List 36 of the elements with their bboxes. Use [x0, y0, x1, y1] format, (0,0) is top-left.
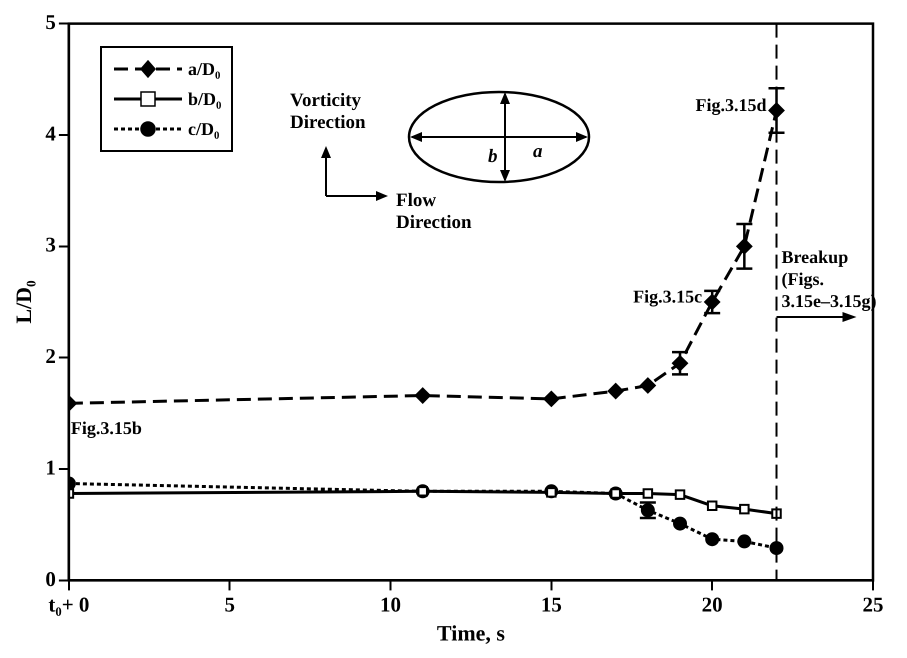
legend-label: c/D₀ [188, 118, 220, 141]
annotation: Flow Direction [396, 190, 473, 234]
x-tick-label: 15 [540, 592, 562, 616]
legend-label: b/D₀ [188, 88, 222, 111]
point [674, 489, 686, 500]
point [739, 504, 750, 514]
point [414, 388, 431, 404]
x-tick-label: 10 [380, 592, 402, 616]
y-tick-label: 5 [45, 10, 56, 34]
point [705, 532, 720, 546]
point [673, 516, 688, 531]
point [640, 378, 656, 394]
x-tick-label: 25 [862, 592, 884, 616]
point [608, 383, 624, 400]
x-axis-title: Time, s [436, 620, 506, 646]
annotation: Vorticity Direction [290, 90, 367, 134]
annotation: Fig.3.15c [633, 286, 702, 307]
y-tick-label: 1 [45, 455, 56, 480]
legend-label: a/D₀ [188, 58, 220, 81]
point [642, 488, 654, 499]
x-tick-label: t₀+ 0 [48, 592, 90, 616]
x-tick-label: 20 [702, 592, 723, 616]
point [737, 534, 752, 548]
annotation: Fig.3.15b [70, 418, 142, 438]
point [706, 500, 718, 512]
annotation: Fig.3.15d [695, 95, 767, 116]
y-tick-label: 2 [45, 344, 56, 368]
point [770, 541, 784, 556]
y-tick-label: 0 [45, 566, 56, 591]
y-tick-label: 4 [45, 121, 56, 146]
annotation: b [488, 146, 498, 168]
annotation: a [533, 141, 542, 163]
point [543, 390, 560, 407]
x-tick-label: 5 [224, 592, 235, 616]
y-tick-label: 3 [45, 232, 56, 257]
y-axis-title: L/D₀ [10, 280, 36, 324]
